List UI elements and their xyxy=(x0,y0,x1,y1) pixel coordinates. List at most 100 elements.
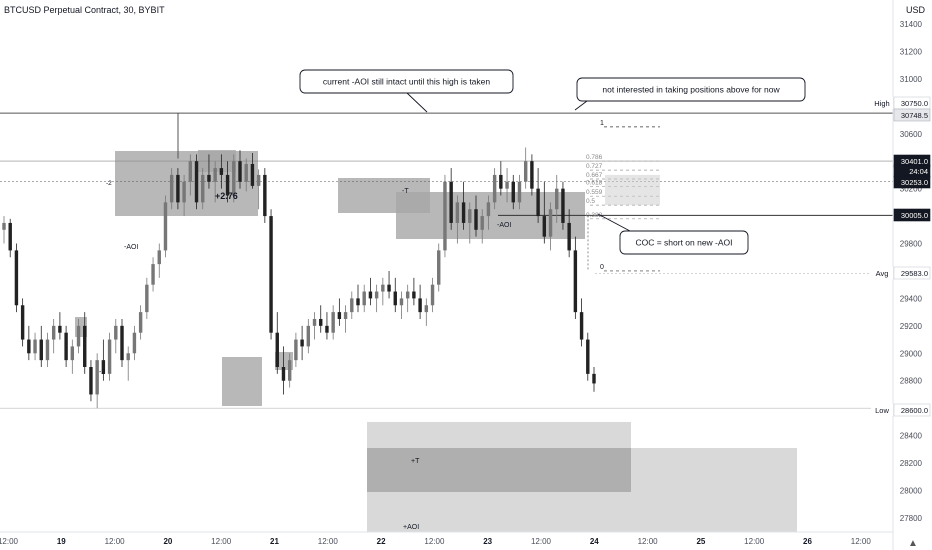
callout-box[interactable] xyxy=(619,230,749,255)
candle-body xyxy=(194,161,199,203)
candle-body xyxy=(238,161,242,182)
price-tick-label: 31200 xyxy=(900,47,923,56)
fib-label: 1 xyxy=(600,120,604,127)
candle-body xyxy=(499,174,503,189)
price-label: 30253.0 xyxy=(893,175,931,189)
candle-body xyxy=(517,181,522,203)
time-tick-label: 12:00 xyxy=(744,537,765,546)
time-tick-label: 12:00 xyxy=(531,537,552,546)
candle-body xyxy=(461,202,466,223)
time-tick-label: 19 xyxy=(57,537,66,546)
callout-text: current -AOI still intact until this hig… xyxy=(323,77,491,87)
price-tag-box xyxy=(871,267,893,279)
candle-body xyxy=(362,291,366,306)
candle-body xyxy=(523,161,528,182)
fib-label: 0.618 xyxy=(586,180,603,187)
candle-body xyxy=(250,163,255,186)
zone-label: -T xyxy=(402,188,409,195)
zone-box xyxy=(115,151,258,216)
candle-body xyxy=(126,353,130,361)
candle-body xyxy=(542,216,547,237)
callout-box[interactable] xyxy=(299,69,514,94)
candle-body xyxy=(443,181,447,251)
candle-body xyxy=(567,222,571,251)
zone-label: +2.76 xyxy=(215,191,238,201)
price-label: 30005.0 xyxy=(893,208,931,222)
price-label-box xyxy=(893,108,931,122)
candle-body xyxy=(455,202,460,223)
price-tick-label: 29200 xyxy=(900,322,923,331)
candle-body xyxy=(474,209,478,230)
price-label-value: 24:04 xyxy=(909,167,928,176)
price-label: 24:04 xyxy=(893,164,931,178)
price-tick-label: 27800 xyxy=(900,514,923,523)
candle-body xyxy=(14,250,19,306)
callout-box[interactable] xyxy=(576,77,806,102)
currency-label: USD xyxy=(906,5,926,15)
candle-body xyxy=(356,298,360,306)
candle-body xyxy=(201,174,205,203)
time-tick-label: 12:00 xyxy=(318,537,339,546)
candle-body xyxy=(350,298,354,313)
candle-body xyxy=(579,312,584,340)
price-tag-box xyxy=(871,97,893,109)
zone-box xyxy=(222,357,262,406)
callout-layer[interactable]: current -AOI still intact until this hig… xyxy=(299,69,806,255)
candle-body xyxy=(480,216,484,230)
candle-body xyxy=(2,222,6,230)
price-label-box xyxy=(893,403,931,417)
candle-body xyxy=(132,332,137,354)
candle-body xyxy=(45,339,50,361)
candle-body xyxy=(287,360,292,381)
time-tick-label: 12:00 xyxy=(0,537,19,546)
candle-body xyxy=(368,291,373,299)
price-tick-label: 28000 xyxy=(900,486,923,495)
candle-body xyxy=(530,161,534,189)
price-tick-label: 30600 xyxy=(900,130,923,139)
candle-body xyxy=(387,284,391,292)
price-tick-label: 29000 xyxy=(900,349,923,358)
time-tick-label: 22 xyxy=(377,537,386,546)
candle-body xyxy=(219,168,224,175)
candle-body xyxy=(312,318,317,326)
candle-body xyxy=(337,312,342,319)
annotation-callout[interactable]: COC = short on new -AOI xyxy=(597,213,749,255)
time-tick-label: 26 xyxy=(803,537,812,546)
fib-label: 0.667 xyxy=(586,172,603,179)
annotation-callout[interactable]: not interested in taking positions above… xyxy=(574,77,806,111)
price-label-value: 28600.0 xyxy=(901,406,928,415)
time-tick-label: 12:00 xyxy=(211,537,232,546)
annotation-callout[interactable]: current -AOI still intact until this hig… xyxy=(299,69,514,113)
fib-label: 0.727 xyxy=(586,163,603,170)
fib-label: 0.382 xyxy=(586,212,603,219)
price-tag-text: Low xyxy=(875,406,889,415)
candle-body xyxy=(586,339,590,374)
candle-body xyxy=(225,174,230,196)
zone-label: -AOI xyxy=(124,244,138,251)
price-label-value: 30253.0 xyxy=(901,178,928,187)
price-label-value: 30748.5 xyxy=(901,111,928,120)
zone-label: +T xyxy=(411,458,420,465)
candle-body xyxy=(89,367,93,395)
candle-body xyxy=(39,339,43,361)
price-label-box xyxy=(893,175,931,189)
price-tag-text: High xyxy=(874,99,889,108)
candle-body xyxy=(492,174,497,203)
callout-pointer xyxy=(574,100,588,111)
price-tick-label: 28400 xyxy=(900,432,923,441)
candle-body xyxy=(319,318,323,326)
time-tick-label: 20 xyxy=(163,537,172,546)
zone-label: -2 xyxy=(99,369,105,376)
tradingview-logo-icon: ▲ xyxy=(908,538,918,549)
price-label: 29583.0 Avg xyxy=(871,266,931,280)
candle-body xyxy=(20,305,25,340)
time-axis[interactable]: 12:00 19 12:00 20 12:00 21 12:00 22 12:00 23 12:00… xyxy=(0,537,871,546)
candle-body xyxy=(101,360,106,374)
price-tick-label: 29800 xyxy=(900,240,923,249)
candle-body xyxy=(468,209,472,223)
candles-layer xyxy=(2,147,596,409)
price-label-box xyxy=(893,208,931,222)
candle-body xyxy=(107,339,112,374)
candle-body xyxy=(418,298,422,313)
